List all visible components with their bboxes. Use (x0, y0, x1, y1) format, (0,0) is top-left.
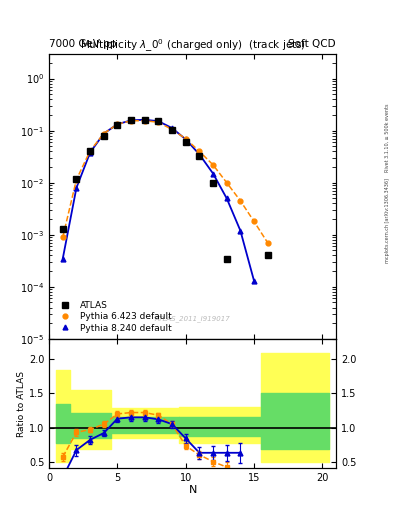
ATLAS (224, 255, 229, 262)
Y-axis label: Ratio to ATLAS: Ratio to ATLAS (17, 371, 26, 437)
Pythia 6.423 default (61, 234, 65, 240)
Line: Pythia 8.240 default: Pythia 8.240 default (61, 117, 257, 283)
Pythia 8.240 default (170, 125, 174, 131)
ATLAS (211, 180, 215, 186)
Pythia 6.423 default (184, 136, 188, 142)
Pythia 8.240 default (74, 185, 79, 191)
ATLAS (61, 226, 65, 232)
Text: 7000 GeV pp: 7000 GeV pp (49, 38, 117, 49)
Line: Pythia 6.423 default: Pythia 6.423 default (61, 118, 270, 245)
Legend: ATLAS, Pythia 6.423 default, Pythia 8.240 default: ATLAS, Pythia 6.423 default, Pythia 8.24… (53, 299, 173, 334)
Pythia 6.423 default (88, 148, 92, 154)
ATLAS (88, 148, 92, 155)
Pythia 6.423 default (170, 126, 174, 133)
Text: ATLAS_2011_I919017: ATLAS_2011_I919017 (155, 315, 230, 322)
Pythia 8.240 default (129, 117, 134, 123)
Pythia 6.423 default (74, 177, 79, 183)
Pythia 6.423 default (115, 121, 120, 127)
Pythia 8.240 default (224, 195, 229, 201)
Pythia 8.240 default (142, 117, 147, 123)
Text: mcplots.cern.ch [arXiv:1306.3436]: mcplots.cern.ch [arXiv:1306.3436] (385, 178, 390, 263)
ATLAS (170, 126, 174, 133)
Pythia 8.240 default (197, 152, 202, 158)
Pythia 6.423 default (197, 148, 202, 155)
ATLAS (184, 139, 188, 145)
Pythia 6.423 default (156, 119, 161, 125)
ATLAS (101, 133, 106, 139)
Text: Rivet 3.1.10, ≥ 500k events: Rivet 3.1.10, ≥ 500k events (385, 104, 390, 173)
Line: ATLAS: ATLAS (60, 117, 312, 512)
Pythia 6.423 default (238, 198, 243, 204)
Pythia 8.240 default (238, 227, 243, 233)
Pythia 6.423 default (224, 180, 229, 186)
Pythia 6.423 default (142, 118, 147, 124)
Pythia 8.240 default (88, 150, 92, 156)
ATLAS (129, 117, 134, 123)
Pythia 8.240 default (184, 136, 188, 142)
Pythia 6.423 default (265, 240, 270, 246)
ATLAS (265, 252, 270, 259)
ATLAS (115, 122, 120, 128)
Pythia 8.240 default (156, 118, 161, 124)
Title: Multiplicity $\lambda\_0^0$ (charged only)  (track jets): Multiplicity $\lambda\_0^0$ (charged onl… (79, 37, 306, 54)
ATLAS (74, 176, 79, 182)
X-axis label: N: N (188, 485, 197, 495)
ATLAS (142, 117, 147, 123)
ATLAS (156, 118, 161, 124)
Pythia 6.423 default (101, 131, 106, 137)
Pythia 8.240 default (115, 121, 120, 127)
ATLAS (197, 153, 202, 159)
Pythia 8.240 default (101, 131, 106, 137)
Pythia 6.423 default (252, 219, 256, 225)
Pythia 8.240 default (61, 255, 65, 262)
Pythia 6.423 default (211, 162, 215, 168)
Pythia 8.240 default (211, 170, 215, 177)
Pythia 8.240 default (252, 278, 256, 284)
Text: Soft QCD: Soft QCD (288, 38, 336, 49)
Pythia 6.423 default (129, 118, 134, 124)
